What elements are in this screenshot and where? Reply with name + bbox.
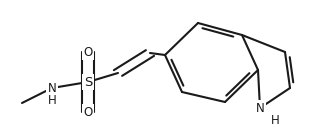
Text: O: O <box>83 106 93 118</box>
Text: N: N <box>256 101 264 115</box>
Text: O: O <box>83 46 93 58</box>
Text: S: S <box>84 75 92 89</box>
Text: N: N <box>48 81 56 95</box>
Text: H: H <box>48 94 56 106</box>
Text: H: H <box>271 114 279 126</box>
